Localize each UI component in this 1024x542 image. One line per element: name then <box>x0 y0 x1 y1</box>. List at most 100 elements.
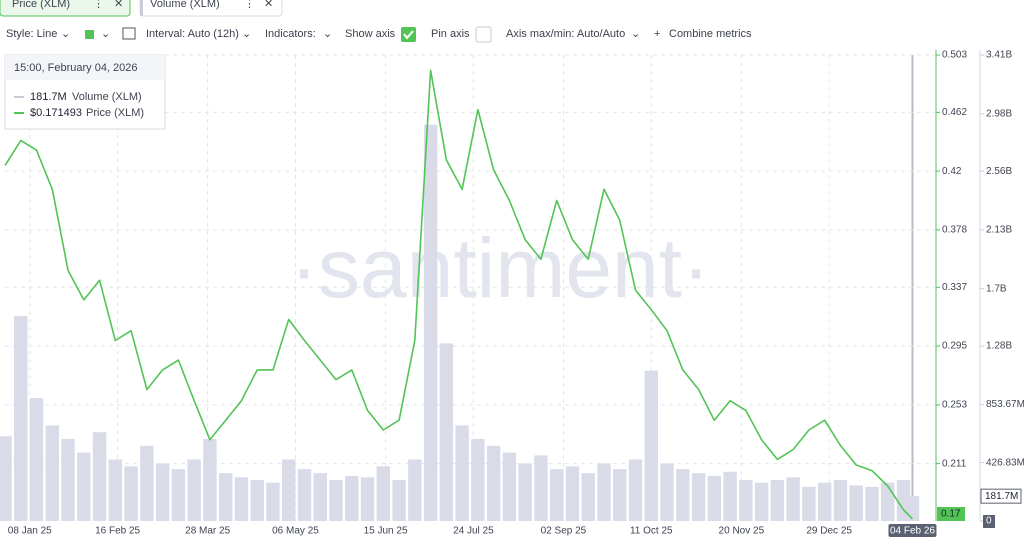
tab-menu[interactable]: ⋮ <box>93 0 104 10</box>
chevron: ⌄ <box>242 28 251 40</box>
x-tick-label: 15 Jun 25 <box>364 526 408 537</box>
tab-close[interactable]: ✕ <box>264 0 273 10</box>
volume-bar <box>833 480 848 521</box>
y2-tick-label: 853.67M <box>986 399 1024 410</box>
pin-axis-checkbox[interactable] <box>475 26 492 43</box>
price-last-box <box>937 507 965 521</box>
indicators-select[interactable]: Indicators: <box>265 28 316 40</box>
tooltip-header <box>5 55 165 80</box>
volume-bar <box>313 473 327 521</box>
volume-bar <box>502 452 517 521</box>
interval-icon <box>122 27 136 40</box>
pin-axis-label[interactable]: Pin axis <box>431 28 470 40</box>
y-tick-label: 0.295 <box>942 341 967 352</box>
volume-bar <box>423 124 438 522</box>
tooltip-price-name: Price (XLM) <box>86 107 144 119</box>
tooltip-title: 15:00, February 04, 2026 <box>14 62 138 74</box>
volume-bar <box>140 445 154 521</box>
x-tick-highlight <box>888 524 937 537</box>
volume-bar <box>155 463 170 521</box>
price-line <box>4 69 914 520</box>
volume-bar <box>691 473 706 521</box>
y-tick-label: 0.337 <box>942 282 967 293</box>
volume-bar <box>628 459 643 521</box>
chevron: ⌄ <box>101 28 110 40</box>
y2-tick-label: 3.41B <box>986 50 1012 61</box>
volume-bar <box>266 482 280 521</box>
y-tick-label: 0.378 <box>942 225 967 236</box>
volume-bar <box>329 480 343 521</box>
volume-bar <box>817 482 832 521</box>
chevron: ⌄ <box>323 28 332 40</box>
color-select[interactable] <box>85 30 94 39</box>
chevron: ⌄ <box>631 28 640 40</box>
y-tick-label: 0.462 <box>942 107 967 118</box>
volume-bar <box>905 496 920 521</box>
price-tab[interactable] <box>0 0 131 17</box>
price-tab-label[interactable]: Price (XLM) <box>12 0 70 10</box>
y2-tick-label: 2.98B <box>986 108 1012 119</box>
volume-bar <box>739 480 753 521</box>
y-tick-label: 0.42 <box>942 166 962 177</box>
chevron: ⌄ <box>61 28 70 40</box>
volume-bar <box>786 477 800 521</box>
y2-tick-label: 426.83M <box>986 457 1024 468</box>
y2-tick-label: 1.7B <box>986 283 1007 294</box>
volume-bar <box>171 469 186 521</box>
volume-last-label: 181.7M <box>985 491 1018 502</box>
x-tick-label: 28 Mar 25 <box>185 526 230 537</box>
volume-last-box <box>980 488 1022 504</box>
volume-bar <box>92 432 107 521</box>
tab-close[interactable]: ✕ <box>114 0 123 10</box>
y-tick-label: 0.503 <box>942 50 967 61</box>
volume-bar <box>518 463 532 521</box>
x-tick-label: 20 Nov 25 <box>719 526 765 537</box>
volume-bar <box>61 439 75 521</box>
volume-bar <box>408 459 422 521</box>
volume-bar <box>660 463 674 521</box>
volume-bar <box>297 469 312 521</box>
volume-bar <box>376 466 391 521</box>
volume-tab-label[interactable]: Volume (XLM) <box>150 0 220 10</box>
tooltip-volume-value: 181.7M <box>30 91 67 103</box>
y2-tick-label: 1.28B <box>986 341 1012 352</box>
y2-tick-label: 2.13B <box>986 225 1012 236</box>
combine-metrics[interactable]: Combine metrics <box>669 28 752 40</box>
volume-bar <box>486 445 501 521</box>
volume-tab-marker <box>140 0 143 16</box>
volume-bar <box>549 469 564 521</box>
volume-bar <box>754 482 769 521</box>
tab-menu[interactable]: ⋮ <box>244 0 255 10</box>
volume-bar <box>581 473 595 521</box>
volume-bar <box>392 480 406 521</box>
volume-bar <box>471 439 485 521</box>
y2-tick-label: 2.56B <box>986 166 1012 177</box>
interval-select[interactable]: Interval: Auto (12h) <box>146 28 239 40</box>
volume-bar <box>360 477 375 521</box>
volume-bar <box>676 469 690 521</box>
tooltip-volume-name: Volume (XLM) <box>72 91 142 103</box>
y2-tick-label: 0 <box>986 516 992 527</box>
volume-bar <box>345 475 359 521</box>
volume-bar <box>802 486 816 521</box>
x-tick-label: 02 Sep 25 <box>541 526 587 537</box>
volume-bar <box>613 469 627 521</box>
style-select[interactable]: Style: Line <box>6 28 57 40</box>
watermark: ·santiment· <box>290 221 710 315</box>
volume-bar <box>218 473 233 521</box>
volume-bar <box>282 459 296 521</box>
volume-bar <box>849 485 863 521</box>
x-tick-label: 11 Oct 25 <box>630 526 673 537</box>
volume-bar <box>250 480 264 521</box>
x-tick-label: 06 May 25 <box>272 526 319 537</box>
volume-bar <box>0 436 12 521</box>
volume-bar <box>77 452 91 521</box>
price-last-label: 0.17 <box>941 509 961 520</box>
show-axis-label[interactable]: Show axis <box>345 28 396 40</box>
show-axis-checkbox[interactable] <box>401 27 416 42</box>
volume-bar <box>534 455 548 521</box>
volume-bar <box>14 316 28 521</box>
axis-maxmin-select[interactable]: Axis max/min: Auto/Auto <box>506 28 625 40</box>
